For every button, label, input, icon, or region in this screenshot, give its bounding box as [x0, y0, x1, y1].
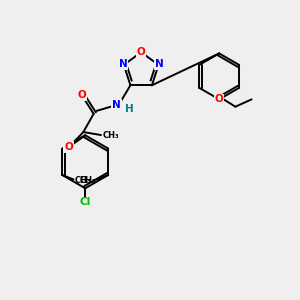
Text: O: O	[77, 90, 86, 100]
Text: O: O	[137, 47, 146, 57]
Text: H: H	[124, 104, 133, 114]
Text: N: N	[119, 59, 128, 69]
Text: N: N	[112, 100, 121, 110]
Text: Cl: Cl	[80, 197, 91, 207]
Text: CH₃: CH₃	[75, 176, 91, 185]
Text: O: O	[64, 142, 73, 152]
Text: N: N	[155, 59, 164, 69]
Text: O: O	[215, 94, 224, 104]
Text: CH₃: CH₃	[103, 130, 119, 140]
Text: CH₃: CH₃	[79, 176, 96, 185]
